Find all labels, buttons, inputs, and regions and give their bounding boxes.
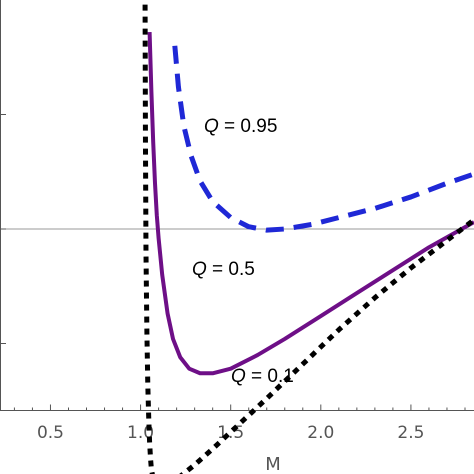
x-tick-label: 2.0 xyxy=(307,423,334,443)
curve-q-0-5 xyxy=(147,31,474,376)
x-axis-label: M xyxy=(265,454,281,474)
curve-q-0-1 xyxy=(142,4,474,474)
curve-q-0-95 xyxy=(172,45,474,233)
label-q-0-1: Q = 0.1 xyxy=(231,366,294,387)
label-q-0-95: Q = 0.95 xyxy=(204,116,277,137)
label-q-0-5: Q = 0.5 xyxy=(192,259,255,280)
x-tick-label: 2.5 xyxy=(397,423,424,443)
x-tick-label: 1.5 xyxy=(217,423,244,443)
x-tick-label: 0.5 xyxy=(37,423,64,443)
